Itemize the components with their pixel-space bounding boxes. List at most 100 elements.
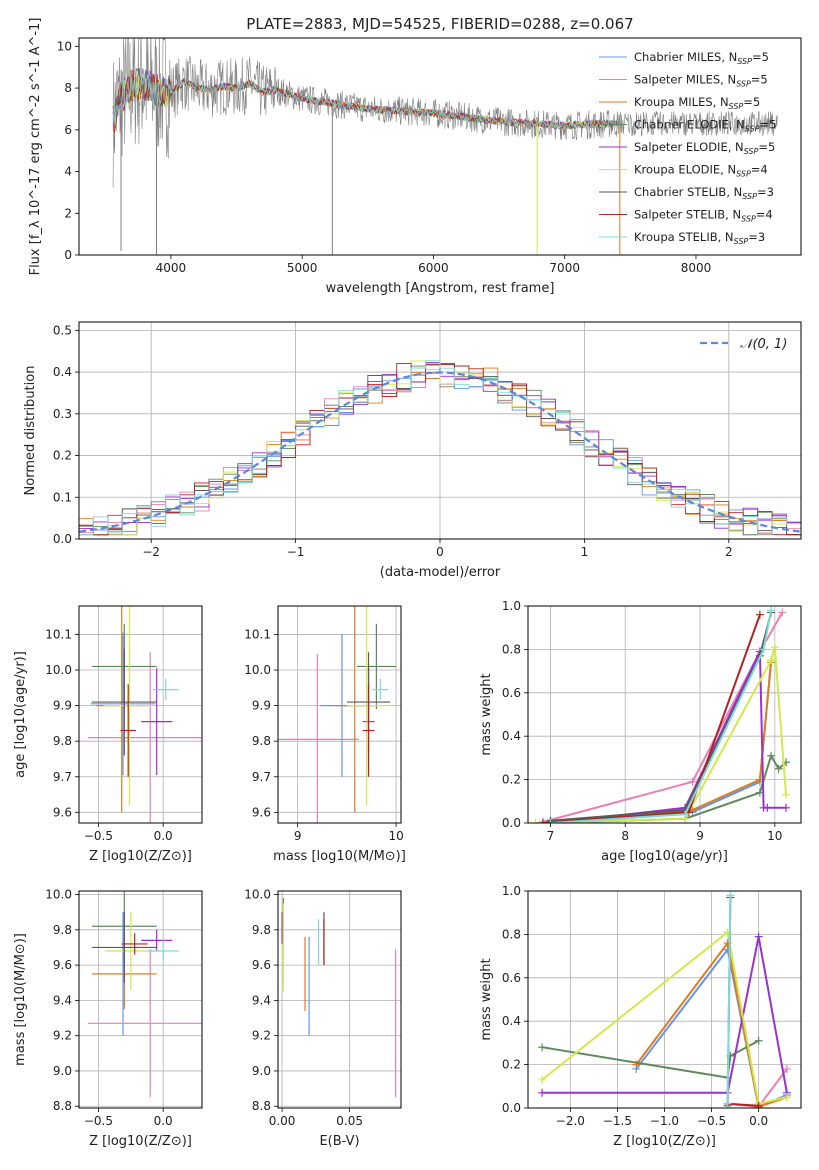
x-tick-label: 0.0 <box>749 1114 768 1128</box>
x-tick-label: 10 <box>388 829 403 843</box>
residual-histogram <box>79 360 801 536</box>
y-tick-label: 9.2 <box>252 1029 271 1043</box>
mass-weight-marker <box>770 643 779 652</box>
x-tick-label: −1 <box>287 545 305 559</box>
y-axis-label: Normed distribution <box>23 366 38 496</box>
model-fit-line <box>112 73 620 131</box>
y-tick-label: 10.1 <box>244 627 271 641</box>
x-tick-label: 0.05 <box>336 1114 363 1128</box>
x-tick-label: 8000 <box>681 261 712 275</box>
mass-weight-marker <box>538 1075 547 1084</box>
y-tick-label: 0.3 <box>53 407 72 421</box>
mass-weight-vs-age-plot-area <box>531 606 791 823</box>
x-tick-label: 1 <box>581 545 589 559</box>
y-tick-label: 9.6 <box>53 958 72 972</box>
residuals-axes: −2 −1 0 1 2 0.0 0.1 0.2 0.3 0.4 0.5 (data-model)/er… <box>23 321 802 580</box>
x-tick-label: 0 <box>436 545 444 559</box>
y-tick-label: 0.2 <box>502 773 521 787</box>
y-tick-label: 0.4 <box>502 1014 521 1028</box>
legend-entry: Salpeter MILES, NSSP=5 <box>634 73 768 89</box>
mass-vs-Z-plot-area <box>88 891 202 1098</box>
mass-weight-line <box>550 660 773 823</box>
mass-weight-marker <box>726 891 735 900</box>
x-axis-label: Z [log10(Z/Z⊙)] <box>89 849 192 864</box>
y-tick-label: 0.8 <box>502 927 521 941</box>
y-tick-label: 0.6 <box>502 971 521 985</box>
legend-entry: Chabrier STELIB, NSSP=3 <box>634 185 774 201</box>
y-axis-label: Flux [f_λ 10^-17 erg cm^-2 s^-1 A^-1] <box>28 18 43 276</box>
y-tick-label: 9.4 <box>53 993 72 1007</box>
mass-weight-line <box>727 1102 759 1107</box>
legend-entry: 𝒩(0, 1) <box>740 337 787 352</box>
x-tick-label: 6000 <box>418 261 449 275</box>
x-tick-label: 9 <box>696 829 704 843</box>
y-tick-label: 9.6 <box>53 805 72 819</box>
mass-weight-marker <box>723 1099 732 1108</box>
y-tick-label: 9.6 <box>252 958 271 972</box>
mass-weight-marker <box>546 819 555 823</box>
mass-weight-vs-age-axes: 7 8 9 10 0.0 0.2 0.4 0.6 0.8 1.0 age [log10(age/yr… <box>479 599 802 864</box>
y-tick-label: 9.6 <box>252 805 271 819</box>
y-tick-label: 10.0 <box>45 663 72 677</box>
y-tick-label: 10 <box>57 39 72 53</box>
y-tick-label: 10.0 <box>244 663 271 677</box>
mass-weight-line <box>726 895 732 1104</box>
mass-weight-line <box>635 940 788 1108</box>
x-tick-label: 9 <box>294 829 302 843</box>
mass-weight-marker <box>767 751 776 760</box>
mass-weight-marker <box>688 777 697 786</box>
x-tick-label: −1.0 <box>650 1114 679 1128</box>
mass-weight-vs-age-frame <box>527 605 802 824</box>
mass-weight-marker <box>782 1064 791 1073</box>
mass-weight-marker <box>767 656 776 665</box>
gaussian-curve <box>79 371 801 533</box>
spectrum-frame <box>78 37 802 256</box>
y-tick-label: 0 <box>64 248 72 262</box>
x-axis-label: age [log10(age/yr)] <box>601 849 728 864</box>
mass-weight-marker <box>778 608 787 617</box>
mass-vs-EBV-plot-area <box>281 898 397 1098</box>
y-tick-label: 0.0 <box>502 816 521 830</box>
mass-vs-EBV-axes: 0.00 0.05 8.8 9.0 9.2 9.4 9.6 9.8 10.0 E(B-V) <box>244 888 402 1149</box>
mass-weight-vs-Z-axes: −2.0 −1.5 −1.0 −0.5 0.0 0.0 0.2 0.4 0.6 0.8 1.0 Z [… <box>479 884 802 1149</box>
x-tick-label: 7 <box>547 829 555 843</box>
x-tick-label: 10 <box>767 829 782 843</box>
y-tick-label: 4 <box>64 165 72 179</box>
mass-weight-marker <box>767 606 776 615</box>
mass-weight-marker <box>759 645 768 654</box>
mass-weight-marker <box>782 803 791 812</box>
x-tick-label: 8 <box>621 829 629 843</box>
y-tick-label: 9.0 <box>53 1064 72 1078</box>
x-tick-label: −0.5 <box>84 829 113 843</box>
mass-weight-line <box>542 612 784 823</box>
y-tick-label: 9.8 <box>252 734 271 748</box>
residual-histogram <box>79 360 801 536</box>
y-tick-label: 0.0 <box>502 1101 521 1115</box>
legend-entry: Kroupa MILES, NSSP=5 <box>634 95 760 111</box>
mass-weight-marker <box>754 932 763 941</box>
x-tick-label: −0.5 <box>84 1114 113 1128</box>
mass-weight-marker <box>531 819 540 823</box>
age-vs-Z-frame <box>78 605 203 824</box>
y-tick-label: 1.0 <box>502 884 521 898</box>
x-tick-label: 5000 <box>287 261 318 275</box>
mass-weight-marker <box>755 610 764 619</box>
x-tick-label: −1.5 <box>603 1114 632 1128</box>
age-vs-mass-frame <box>277 605 402 824</box>
x-axis-label: wavelength [Angstrom, rest frame] <box>326 281 555 296</box>
mass-weight-marker <box>538 1043 547 1052</box>
x-tick-label: 0.00 <box>269 1114 296 1128</box>
legend-entry: Kroupa STELIB, NSSP=3 <box>634 230 765 246</box>
x-tick-label: 4000 <box>156 261 187 275</box>
mass-weight-line <box>550 610 773 823</box>
legend-entry: Kroupa ELODIE, NSSP=4 <box>634 163 768 179</box>
spectrum-legend: Chabrier MILES, NSSP=5 Salpeter MILES, NS… <box>599 50 776 246</box>
x-axis-label: (data-model)/error <box>380 565 501 580</box>
y-tick-label: 9.8 <box>53 923 72 937</box>
x-tick-label: 2 <box>725 545 733 559</box>
mass-weight-marker <box>754 1036 763 1045</box>
y-tick-label: 10.0 <box>244 888 271 902</box>
y-tick-label: 9.9 <box>53 699 72 713</box>
y-tick-label: 0.0 <box>53 532 72 546</box>
